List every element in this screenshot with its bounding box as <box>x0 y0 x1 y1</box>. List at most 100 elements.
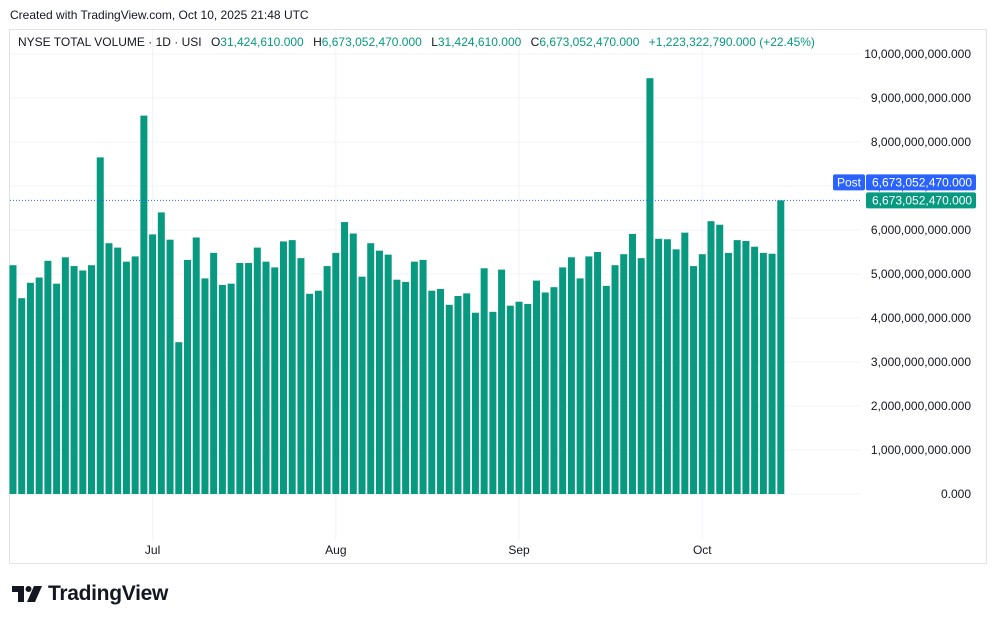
volume-bar <box>594 252 602 494</box>
volume-bar <box>26 282 34 494</box>
volume-bar <box>210 252 218 494</box>
volume-bar <box>122 261 130 494</box>
volume-bar <box>79 270 87 494</box>
brand-name: TradingView <box>48 582 169 605</box>
volume-bar <box>611 265 619 494</box>
volume-bar <box>9 265 17 494</box>
volume-bar <box>70 266 78 494</box>
volume-bar <box>576 278 584 494</box>
volume-bar <box>314 290 322 494</box>
ohlc-legend: NYSE TOTAL VOLUME · 1D · USI O31,424,610… <box>18 35 815 49</box>
post-value-badge <box>866 174 976 191</box>
volume-bar <box>402 281 410 494</box>
x-axis: Jul Aug Sep Oct <box>145 543 712 557</box>
volume-bar <box>681 232 689 494</box>
volume-bar <box>419 259 427 494</box>
volume-bar <box>271 267 279 494</box>
volume-bar <box>96 157 104 494</box>
volume-bar <box>105 243 113 494</box>
y-axis: 0.000 1,000,000,000.000 2,000,000,000.000 3… <box>864 47 971 501</box>
volume-bar <box>341 222 349 494</box>
volume-bar <box>707 221 715 494</box>
volume-bar <box>375 250 383 494</box>
y-tick-label: 3,000,000,000.000 <box>871 355 971 369</box>
volume-bar <box>585 256 593 494</box>
volume-bars <box>9 78 785 495</box>
y-tick-label: 10,000,000,000.000 <box>864 47 971 61</box>
volume-bar <box>646 78 654 494</box>
volume-bar <box>550 287 558 494</box>
open-key: O <box>210 35 221 49</box>
close-value: 6,673,052,470.000 <box>539 35 640 49</box>
volume-bar <box>184 259 191 494</box>
volume-bar <box>559 267 567 494</box>
volume-bar <box>175 342 183 494</box>
volume-bar <box>620 254 628 494</box>
volume-bar <box>140 115 148 494</box>
volume-bar <box>288 240 296 494</box>
volume-bar <box>192 237 200 495</box>
volume-bar <box>637 258 645 494</box>
volume-bar <box>131 256 139 494</box>
last-value-label: 6,673,052,470.000 <box>872 193 972 207</box>
volume-bar <box>393 279 401 494</box>
volume-bar <box>751 246 759 494</box>
volume-bar <box>515 301 523 494</box>
volume-bar <box>262 261 270 494</box>
volume-bar <box>655 238 663 494</box>
x-tick-label: Jul <box>145 543 160 557</box>
volume-bar <box>602 285 610 494</box>
y-tick-label: 1,000,000,000.000 <box>871 443 971 457</box>
post-price-tag: Post 6,673,052,470.000 <box>833 174 976 191</box>
volume-bar <box>166 239 174 494</box>
volume-bar <box>541 292 549 494</box>
volume-bar <box>428 290 436 494</box>
volume-bar <box>506 305 514 494</box>
volume-bar <box>471 312 479 494</box>
volume-bar <box>35 277 43 494</box>
tradingview-logo[interactable]: TradingView <box>12 582 168 606</box>
high-key: H <box>313 35 322 49</box>
y-tick-label: 8,000,000,000.000 <box>871 135 971 149</box>
volume-bar <box>724 252 732 494</box>
close-key: C <box>530 35 540 49</box>
volume-bar <box>524 303 532 494</box>
volume-bar <box>44 260 52 494</box>
x-tick-label: Aug <box>325 543 346 557</box>
volume-bar <box>297 258 305 494</box>
volume-bar <box>367 243 375 494</box>
volume-bar <box>777 200 785 494</box>
x-tick-label: Oct <box>693 543 712 557</box>
credit-text: Created with TradingView.com, Oct 10, 20… <box>10 8 309 22</box>
volume-bar <box>227 283 235 494</box>
volume-bar <box>759 252 767 494</box>
volume-bar <box>437 288 445 494</box>
volume-bar <box>489 311 497 494</box>
volume-bar <box>498 269 506 494</box>
volume-bar <box>114 247 122 494</box>
post-tag-badge <box>833 174 865 191</box>
low-value: 31,424,610.000 <box>437 35 522 49</box>
volume-bar <box>201 278 209 494</box>
volume-bar <box>88 265 96 494</box>
volume-bar <box>690 266 698 494</box>
change-value: +1,223,322,790.000 (+22.45%) <box>648 35 815 49</box>
volume-bar <box>454 296 462 494</box>
tradingview-logo-icon <box>12 586 42 602</box>
volume-bar <box>18 298 26 494</box>
volume-bar <box>53 283 61 494</box>
volume-bar <box>61 257 69 494</box>
symbol-label[interactable]: NYSE TOTAL VOLUME · 1D · USI <box>18 35 202 49</box>
volume-bar <box>384 254 392 494</box>
high-value: 6,673,052,470.000 <box>321 35 422 49</box>
y-tick-label: 4,000,000,000.000 <box>871 311 971 325</box>
volume-bar <box>218 285 226 494</box>
volume-bar <box>698 254 706 494</box>
volume-bar <box>358 276 366 494</box>
low-key: L <box>431 35 438 49</box>
volume-bar <box>149 234 157 494</box>
open-value: 31,424,610.000 <box>220 35 304 49</box>
volume-bar <box>253 247 261 494</box>
last-value-badge <box>866 192 976 209</box>
